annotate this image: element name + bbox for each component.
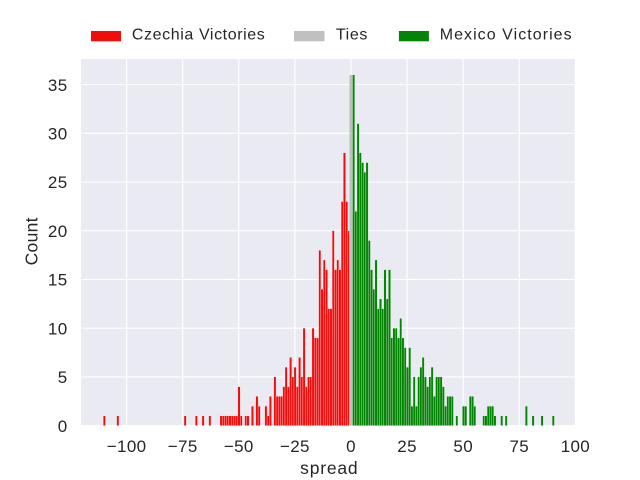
svg-text:30: 30 [48, 125, 68, 144]
svg-text:25: 25 [48, 173, 68, 192]
svg-text:−100: −100 [107, 437, 147, 456]
svg-text:−75: −75 [168, 437, 198, 456]
svg-text:Ties: Ties [336, 27, 368, 44]
svg-text:50: 50 [453, 437, 473, 456]
svg-text:Czechia Victories: Czechia Victories [132, 27, 266, 44]
svg-text:−50: −50 [224, 437, 254, 456]
svg-text:20: 20 [48, 222, 68, 241]
svg-text:5: 5 [58, 368, 68, 387]
svg-text:Mexico Victories: Mexico Victories [440, 27, 573, 44]
svg-text:Count: Count [22, 217, 42, 265]
svg-text:100: 100 [561, 437, 590, 456]
svg-text:75: 75 [509, 437, 529, 456]
svg-text:−25: −25 [280, 437, 310, 456]
svg-text:0: 0 [346, 437, 356, 456]
svg-text:10: 10 [48, 319, 68, 338]
svg-text:0: 0 [58, 417, 68, 436]
svg-text:spread: spread [300, 458, 358, 478]
svg-text:25: 25 [397, 437, 417, 456]
svg-text:35: 35 [48, 76, 68, 95]
svg-text:15: 15 [48, 271, 68, 290]
